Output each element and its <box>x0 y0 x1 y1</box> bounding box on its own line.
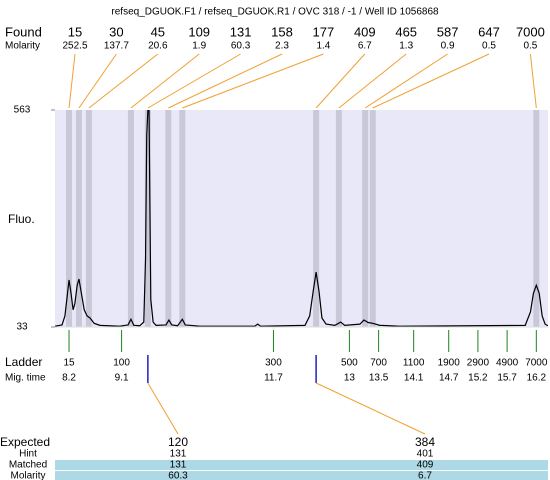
expected-size: 384 <box>415 435 435 449</box>
found-size: 15 <box>68 24 82 39</box>
found-molarity: 20.6 <box>148 41 168 52</box>
ladder-size: 500 <box>341 358 358 369</box>
ladder-size: 300 <box>265 358 282 369</box>
found-connector <box>529 53 537 109</box>
found-connector <box>130 53 200 109</box>
ladder-time: 15.2 <box>468 373 488 384</box>
matched-value: 131 <box>170 460 187 471</box>
expected-connector <box>315 382 426 435</box>
found-connector <box>364 53 448 109</box>
found-molarity: 252.5 <box>62 41 87 52</box>
found-molarity-label: Molarity <box>5 41 40 52</box>
ladder-time: 11.7 <box>264 373 283 384</box>
found-molarity: 1.3 <box>399 41 413 52</box>
found-size: 7000 <box>516 24 545 39</box>
expected-connector <box>147 382 179 435</box>
found-molarity: 0.5 <box>482 41 496 52</box>
found-band <box>335 110 342 327</box>
found-band <box>127 110 134 327</box>
found-connector <box>147 53 241 109</box>
matched-value: 409 <box>417 460 434 471</box>
plot-area <box>55 110 548 327</box>
found-size: 30 <box>109 24 123 39</box>
found-connector <box>315 53 366 109</box>
ladder-time: 8.2 <box>62 373 76 384</box>
found-band <box>75 110 82 327</box>
matched-label: Matched <box>9 460 47 471</box>
found-connector <box>338 53 407 109</box>
ladder-size: 700 <box>370 358 387 369</box>
y-tick-label: 33 <box>16 322 28 333</box>
found-size: 158 <box>271 24 293 39</box>
found-connector <box>372 53 490 109</box>
ladder-time: 15.7 <box>497 373 517 384</box>
mig-time-label: Mig. time <box>5 373 46 384</box>
found-molarity: 2.3 <box>275 41 289 52</box>
expected-molarity: 6.7 <box>418 471 432 480</box>
chart-title: refseq_DGUOK.F1 / refseq_DGUOK.R1 / OVC … <box>111 7 439 18</box>
ladder-size: 7000 <box>525 358 548 369</box>
y-tick-label: 563 <box>14 105 31 116</box>
expected-size: 120 <box>168 435 188 449</box>
found-connector <box>88 53 159 109</box>
found-size: 409 <box>354 24 376 39</box>
found-band <box>369 110 376 327</box>
found-size: 45 <box>151 24 165 39</box>
found-molarity: 137.7 <box>104 41 129 52</box>
ladder-size: 1100 <box>403 358 425 369</box>
hint-label: Hint <box>19 449 37 460</box>
found-molarity: 60.3 <box>231 41 251 52</box>
matched-row-band <box>55 460 548 470</box>
hint-value: 131 <box>170 449 187 460</box>
ladder-size: 15 <box>63 358 75 369</box>
found-band <box>362 110 369 327</box>
expected-label: Expected <box>0 435 50 449</box>
ladder-size: 4900 <box>496 358 519 369</box>
found-size: 465 <box>395 24 417 39</box>
found-band <box>144 110 151 327</box>
found-band <box>85 110 92 327</box>
expected-molarity-label: Molarity <box>10 471 45 480</box>
found-molarity: 0.9 <box>441 41 455 52</box>
found-molarity: 0.5 <box>523 41 537 52</box>
y-axis-label: Fluo. <box>8 212 35 226</box>
ladder-size: 2900 <box>467 358 490 369</box>
trace-group <box>55 110 548 327</box>
ladder-time: 9.1 <box>115 373 129 384</box>
found-band <box>313 110 320 327</box>
trace-line <box>55 110 548 327</box>
found-molarity: 1.9 <box>192 41 206 52</box>
hint-value: 401 <box>417 449 434 460</box>
found-connector <box>68 53 76 109</box>
found-band <box>179 110 186 327</box>
found-connector <box>168 53 283 109</box>
ladder-size: 1900 <box>438 358 461 369</box>
expected-molarity: 60.3 <box>168 471 188 480</box>
found-molarity: 1.4 <box>316 41 330 52</box>
found-molarity: 6.7 <box>358 41 372 52</box>
ladder-time: 13.5 <box>369 373 389 384</box>
found-size: 131 <box>230 24 252 39</box>
found-band <box>165 110 172 327</box>
found-label: Found <box>5 24 42 39</box>
ladder-size: 100 <box>113 358 130 369</box>
found-size: 647 <box>478 24 500 39</box>
ladder-time: 13 <box>344 373 356 384</box>
ladder-time: 16.2 <box>527 373 547 384</box>
found-connector <box>182 53 324 109</box>
found-connector <box>78 53 117 109</box>
ladder-label: Ladder <box>5 355 42 369</box>
found-band <box>533 110 540 327</box>
ladder-time: 14.7 <box>439 373 459 384</box>
molarity-row-band <box>55 471 548 480</box>
found-band <box>66 110 73 327</box>
found-size: 109 <box>188 24 210 39</box>
found-size: 177 <box>313 24 335 39</box>
found-size: 587 <box>437 24 459 39</box>
ladder-time: 14.1 <box>404 373 424 384</box>
